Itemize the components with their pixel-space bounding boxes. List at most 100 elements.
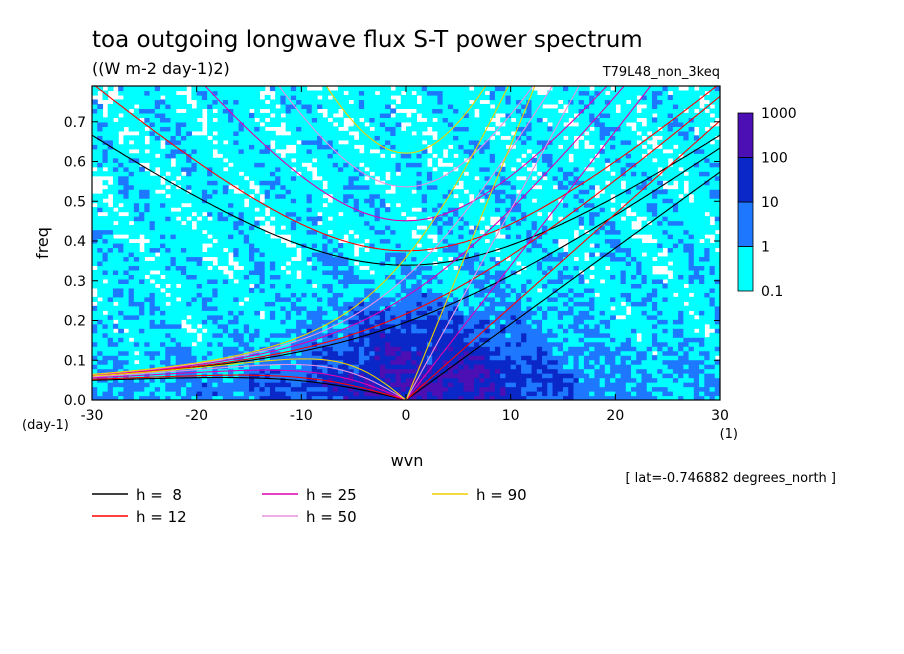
spectrum-cell — [337, 229, 344, 235]
spectrum-cell — [406, 139, 412, 145]
plot-area — [92, 86, 720, 400]
spectrum-cell — [364, 126, 370, 132]
spectrum-cell — [390, 395, 397, 400]
spectrum-cell — [311, 319, 318, 325]
spectrum-cell — [416, 153, 423, 159]
spectrum-cell — [92, 256, 98, 262]
spectrum-cell — [390, 319, 397, 325]
spectrum-cell — [301, 108, 308, 114]
spectrum-cell — [149, 112, 156, 118]
spectrum-cell — [489, 323, 496, 329]
spectrum-cell — [327, 341, 334, 347]
spectrum-cell — [128, 332, 135, 338]
spectrum-cell — [348, 112, 355, 118]
spectrum-cell — [374, 278, 381, 284]
spectrum-cell — [160, 171, 166, 177]
spectrum-cell — [494, 162, 501, 168]
spectrum-cell — [269, 377, 276, 383]
spectrum-cell — [453, 144, 459, 150]
spectrum-cell — [238, 108, 245, 114]
spectrum-cell — [463, 99, 470, 105]
spectrum-cell — [217, 355, 224, 361]
spectrum-cell — [358, 368, 365, 374]
spectrum-cell — [390, 144, 397, 150]
spectrum-cell — [301, 269, 308, 275]
spectrum-cell — [128, 310, 135, 316]
spectrum-cell — [358, 377, 365, 383]
spectrum-cell — [442, 328, 449, 334]
spectrum-cell — [353, 117, 360, 123]
spectrum-cell — [437, 323, 444, 329]
spectrum-cell — [348, 175, 355, 181]
spectrum-cell — [285, 332, 292, 338]
spectrum-cell — [123, 202, 130, 208]
spectrum-cell — [416, 220, 423, 226]
spectrum-cell — [369, 184, 376, 190]
spectrum-cell — [484, 135, 491, 141]
spectrum-cell — [494, 328, 501, 334]
spectrum-cell — [112, 395, 119, 400]
spectrum-cell — [196, 251, 203, 258]
spectrum-cell — [107, 391, 114, 397]
spectrum-cell — [416, 202, 423, 208]
spectrum-cell — [379, 220, 386, 226]
spectrum-cell — [128, 251, 135, 258]
spectrum-cell — [374, 395, 381, 400]
spectrum-cell — [165, 319, 172, 325]
spectrum-cell — [400, 269, 407, 275]
spectrum-cell — [332, 292, 339, 298]
spectrum-cell — [353, 148, 360, 154]
spectrum-cell — [280, 99, 287, 105]
spectrum-cell — [385, 305, 391, 311]
spectrum-cell — [92, 86, 98, 92]
spectrum-cell — [264, 283, 271, 289]
spectrum-cell — [102, 171, 109, 177]
spectrum-cell — [463, 148, 470, 154]
spectrum-cell — [489, 94, 496, 101]
spectrum-cell — [280, 139, 287, 145]
spectrum-cell — [186, 108, 193, 114]
spectrum-cell — [489, 198, 496, 204]
spectrum-cell — [296, 86, 302, 92]
spectrum-cell — [437, 171, 444, 177]
spectrum-cell — [306, 99, 313, 105]
spectrum-cell — [264, 260, 271, 267]
spectrum-cell — [217, 296, 224, 302]
spectrum-cell — [160, 310, 166, 316]
spectrum-cell — [296, 314, 302, 320]
spectrum-cell — [144, 323, 151, 329]
spectrum-cell — [149, 364, 156, 370]
spectrum-cell — [348, 90, 355, 96]
spectrum-cell — [332, 332, 339, 338]
spectrum-cell — [191, 395, 198, 400]
spectrum-cell — [500, 332, 507, 338]
spectrum-cell — [160, 269, 166, 275]
spectrum-cell — [107, 108, 114, 114]
spectrum-cell — [97, 256, 104, 262]
spectrum-cell — [154, 144, 161, 150]
spectrum-cell — [374, 319, 381, 325]
spectrum-cell — [411, 198, 418, 204]
spectrum-cell — [280, 220, 287, 226]
spectrum-cell — [275, 395, 281, 400]
spectrum-cell — [170, 328, 177, 334]
spectrum-cell — [374, 144, 381, 150]
spectrum-cell — [238, 305, 245, 311]
spectrum-cell — [484, 211, 491, 217]
spectrum-cell — [243, 157, 250, 163]
spectrum-cell — [165, 216, 172, 222]
spectrum-cell — [332, 139, 339, 145]
spectrum-cell — [416, 144, 423, 150]
spectrum-cell — [243, 243, 250, 249]
spectrum-cell — [102, 247, 109, 253]
spectrum-cell — [165, 243, 172, 249]
spectrum-cell — [222, 256, 229, 262]
spectrum-cell — [453, 359, 459, 365]
spectrum-cell — [484, 162, 491, 168]
spectrum-cell — [217, 117, 224, 123]
spectrum-cell — [118, 305, 124, 311]
spectrum-cell — [285, 126, 292, 132]
spectrum-cell — [149, 328, 156, 334]
spectrum-cell — [128, 211, 135, 217]
spectrum-cell — [317, 166, 323, 172]
